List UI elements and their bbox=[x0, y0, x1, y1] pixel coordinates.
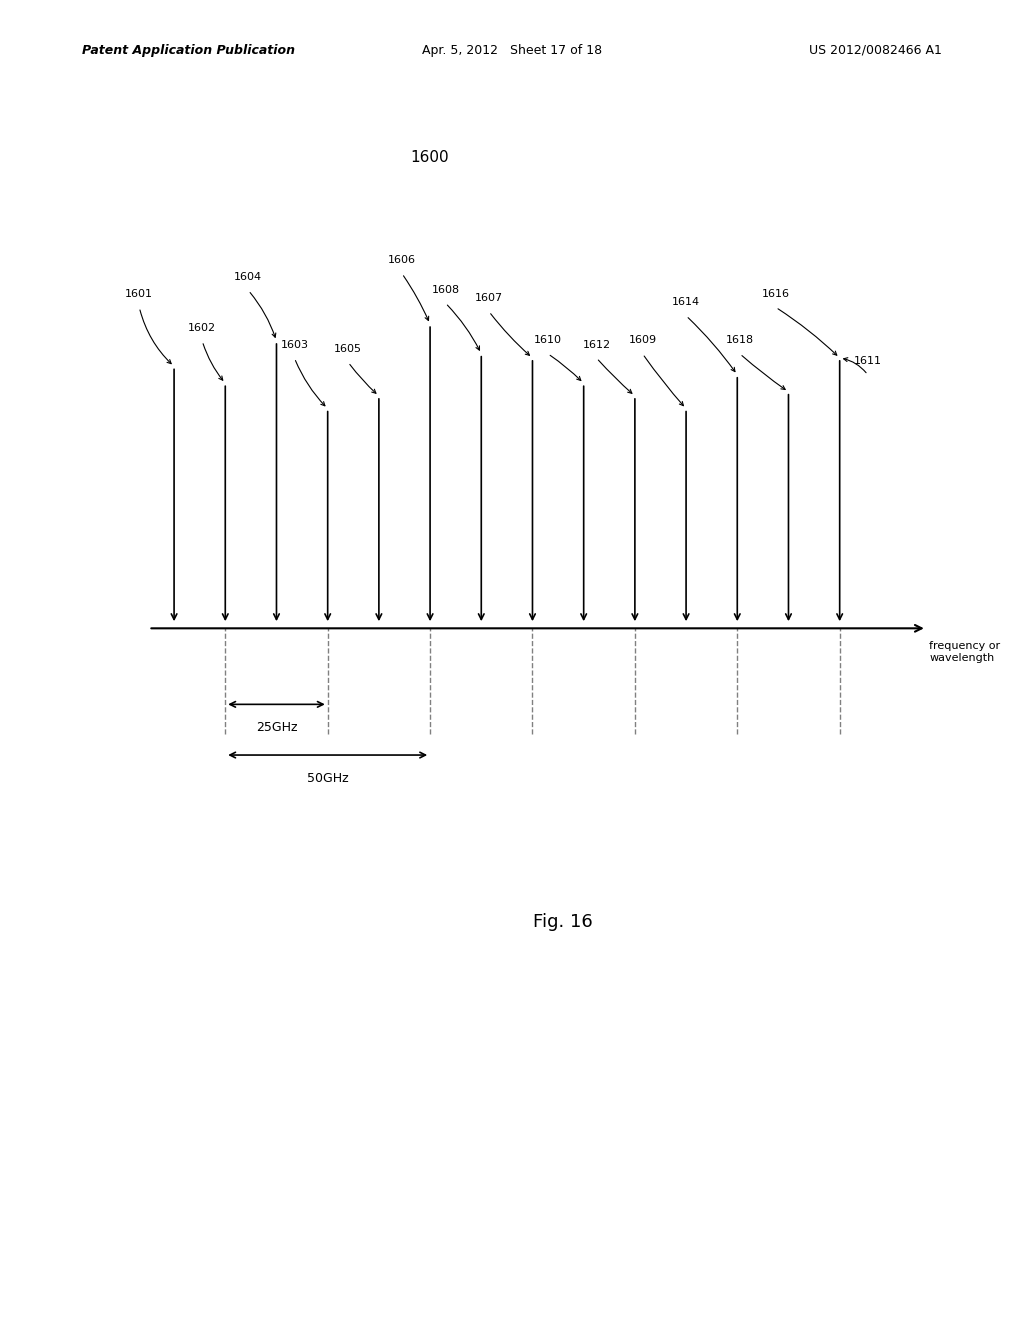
Text: 1608: 1608 bbox=[431, 285, 460, 294]
Text: 1600: 1600 bbox=[411, 150, 450, 165]
Text: US 2012/0082466 A1: US 2012/0082466 A1 bbox=[809, 44, 942, 57]
Text: 1611: 1611 bbox=[854, 356, 882, 367]
Text: 1601: 1601 bbox=[125, 289, 154, 298]
Text: 1603: 1603 bbox=[281, 339, 308, 350]
Text: 1614: 1614 bbox=[672, 297, 700, 308]
Text: Fig. 16: Fig. 16 bbox=[534, 912, 593, 931]
Text: frequency or
wavelength: frequency or wavelength bbox=[930, 642, 1000, 663]
Text: Patent Application Publication: Patent Application Publication bbox=[82, 44, 295, 57]
Text: 25GHz: 25GHz bbox=[256, 721, 297, 734]
Text: 1616: 1616 bbox=[762, 289, 790, 298]
Text: 1612: 1612 bbox=[583, 339, 610, 350]
Text: 1607: 1607 bbox=[475, 293, 503, 304]
Text: 1602: 1602 bbox=[188, 322, 216, 333]
Text: 1609: 1609 bbox=[629, 335, 656, 346]
Text: 1610: 1610 bbox=[534, 335, 562, 346]
Text: 1604: 1604 bbox=[234, 272, 262, 282]
Text: 1606: 1606 bbox=[388, 255, 416, 265]
Text: Apr. 5, 2012   Sheet 17 of 18: Apr. 5, 2012 Sheet 17 of 18 bbox=[422, 44, 602, 57]
Text: 1618: 1618 bbox=[726, 335, 754, 346]
Text: 50GHz: 50GHz bbox=[307, 772, 348, 785]
Text: 1605: 1605 bbox=[334, 343, 362, 354]
